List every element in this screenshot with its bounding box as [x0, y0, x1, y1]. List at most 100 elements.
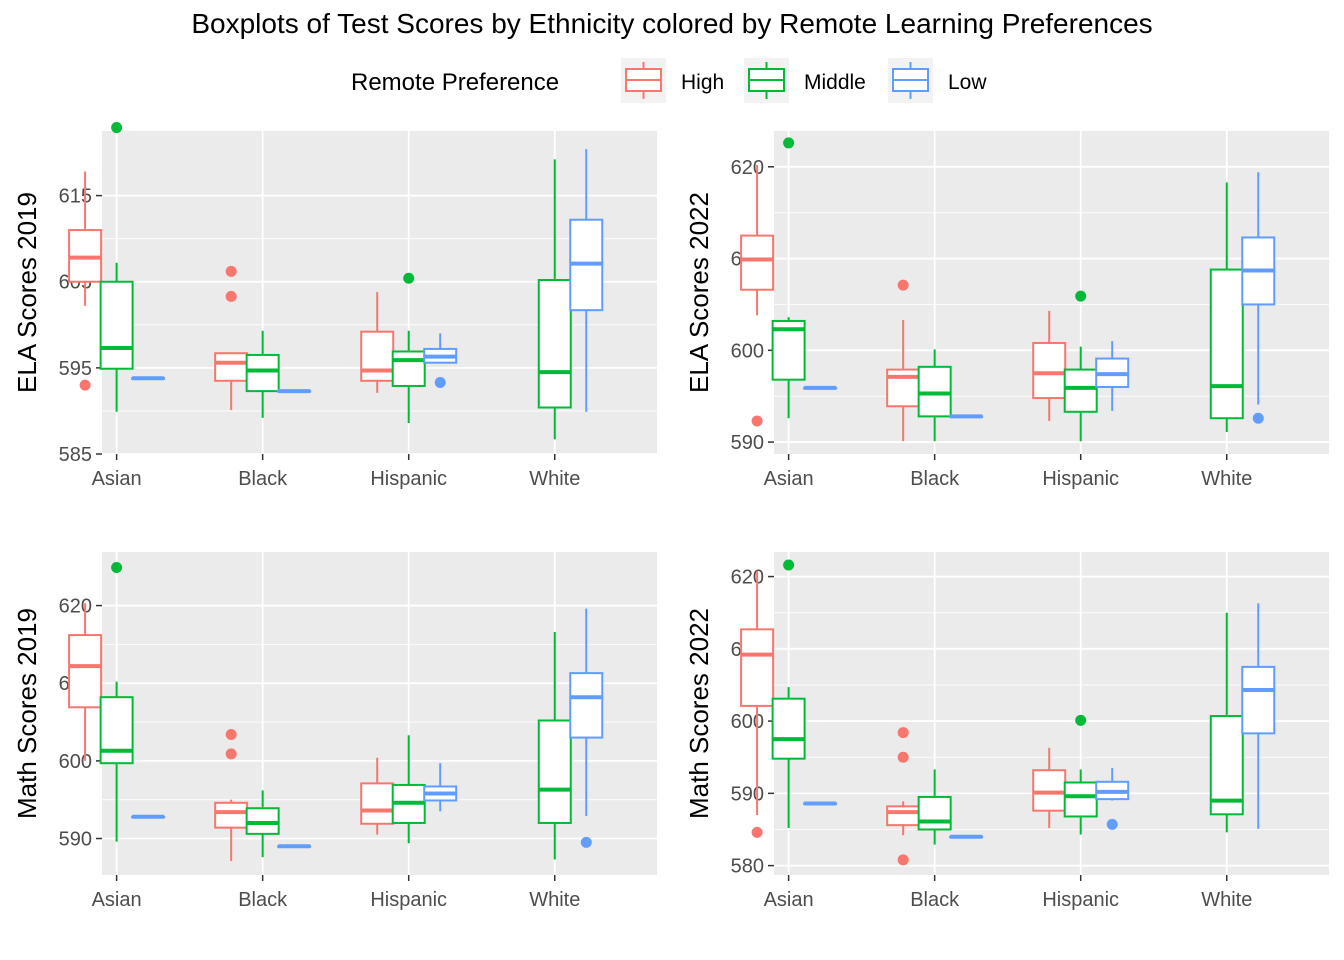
y-tick-label: 580: [731, 856, 764, 878]
box-middle-asian: [771, 559, 806, 829]
chart-title: Boxplots of Test Scores by Ethnicity col…: [191, 8, 1152, 39]
outlier-point: [111, 562, 123, 574]
x-tick-label-white: White: [1201, 889, 1252, 911]
box-low-white: [569, 149, 604, 412]
box-body: [569, 672, 604, 739]
outlier-point: [897, 727, 909, 739]
outlier-point: [403, 272, 415, 284]
box-body: [1209, 715, 1244, 816]
box-high-hispanic: [1032, 747, 1067, 829]
outlier-point: [751, 826, 763, 838]
x-tick-label-asian: Asian: [92, 468, 142, 490]
y-tick-label: 615: [59, 186, 92, 208]
x-tick-label-asian: Asian: [92, 889, 142, 911]
box-body: [1241, 665, 1276, 735]
box-body: [391, 350, 426, 387]
y-axis-title: ELA Scores 2019: [12, 192, 42, 393]
x-tick-label-hispanic: Hispanic: [370, 889, 447, 911]
box-middle-hispanic: [1063, 290, 1098, 442]
outlier-point: [1252, 412, 1264, 424]
box-body: [1063, 368, 1098, 413]
box-body: [537, 719, 572, 824]
box-high-black: [214, 265, 249, 411]
outlier-point: [225, 265, 237, 277]
y-tick-label: 620: [731, 157, 764, 179]
legend-item-middle: Middle: [744, 58, 866, 103]
box-middle-white: [1209, 612, 1244, 833]
outlier-point: [580, 836, 592, 848]
x-tick-label-hispanic: Hispanic: [1042, 889, 1119, 911]
box-low-hispanic: [423, 333, 458, 389]
box-middle-white: [537, 631, 572, 860]
outlier-point: [783, 559, 795, 571]
box-low-white: [1241, 603, 1276, 829]
x-tick-label-white: White: [529, 468, 580, 490]
x-tick-label-black: Black: [238, 889, 288, 911]
box-low-black: [949, 834, 984, 839]
box-body: [886, 805, 921, 827]
box-high-asian: [740, 570, 775, 838]
x-tick-label-asian: Asian: [764, 468, 814, 490]
box-high-black: [886, 279, 921, 442]
box-middle-asian: [99, 122, 134, 412]
box-middle-hispanic: [1063, 714, 1098, 835]
box-low-white: [1241, 172, 1276, 424]
box-middle-black: [917, 769, 952, 845]
box-high-black: [886, 727, 921, 866]
box-high-hispanic: [1032, 310, 1067, 421]
box-middle-hispanic: [391, 735, 426, 844]
y-tick-label: 590: [59, 829, 92, 851]
box-low-hispanic: [1095, 768, 1130, 830]
x-tick-label-white: White: [1201, 468, 1252, 490]
box-high-asian: [740, 164, 775, 427]
y-tick-label: 590: [731, 783, 764, 805]
box-high-asian: [68, 171, 103, 391]
box-body: [99, 696, 134, 765]
outlier-point: [897, 854, 909, 866]
box-low-hispanic: [1095, 341, 1130, 411]
box-middle-black: [245, 330, 280, 418]
y-tick-label: 595: [59, 358, 92, 380]
y-axis-title: Math Scores 2022: [684, 608, 714, 819]
box-body: [68, 634, 103, 709]
box-low-black: [277, 389, 312, 394]
x-tick-label-white: White: [529, 889, 580, 911]
legend-title: Remote Preference: [351, 69, 559, 96]
y-axis-title: ELA Scores 2022: [684, 192, 714, 393]
outlier-point: [225, 748, 237, 760]
box-low-hispanic: [423, 763, 458, 812]
outlier-point: [783, 137, 795, 149]
box-body: [740, 234, 775, 291]
outlier-point: [225, 728, 237, 740]
box-high-hispanic: [360, 292, 395, 393]
x-tick-label-asian: Asian: [764, 889, 814, 911]
outlier-point: [111, 122, 123, 134]
x-tick-label-black: Black: [910, 468, 960, 490]
legend-item-high: High: [621, 58, 724, 103]
facet-panel-ela-scores-2022: 590600610620AsianBlackHispanicWhiteELA S…: [684, 131, 1329, 490]
outlier-point: [1075, 714, 1087, 726]
x-tick-label-hispanic: Hispanic: [1042, 468, 1119, 490]
box-middle-white: [537, 159, 572, 440]
box-body: [214, 352, 249, 382]
outlier-point: [434, 377, 446, 389]
y-tick-label: 600: [59, 751, 92, 773]
box-low-black: [949, 414, 984, 419]
box-low-white: [569, 608, 604, 848]
legend-label-low: Low: [948, 71, 987, 94]
outlier-point: [751, 415, 763, 427]
outlier-point: [1075, 290, 1087, 302]
box-middle-hispanic: [391, 272, 426, 423]
box-body: [740, 628, 775, 707]
box-body: [1032, 341, 1067, 400]
legend-label-middle: Middle: [804, 71, 866, 94]
box-middle-asian: [771, 137, 806, 419]
box-body: [537, 279, 572, 409]
box-middle-black: [917, 349, 952, 442]
box-middle-black: [245, 790, 280, 858]
x-tick-label-black: Black: [238, 468, 288, 490]
legend-label-high: High: [681, 71, 724, 94]
